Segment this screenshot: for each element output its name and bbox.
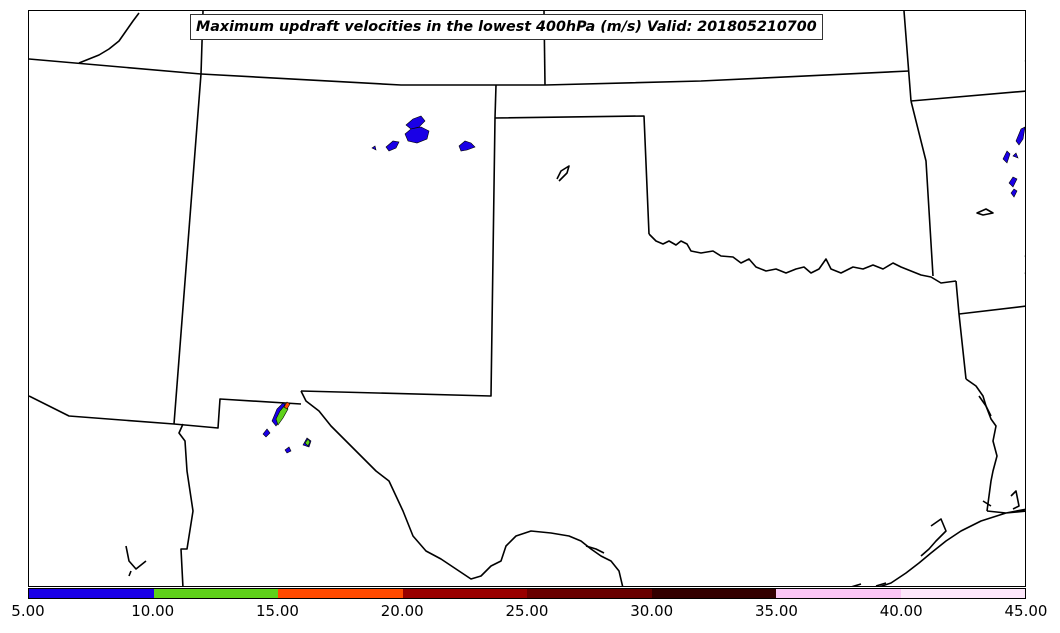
updraft-cell-arkansas-5 [1024,255,1025,258]
state-boundary-arkansas-louisiana [958,305,1025,315]
colorbar-tick-label: 5.00 [11,602,45,620]
state-boundary-newmexico-south [173,398,302,429]
state-boundary-utah-colorado-north [29,58,202,75]
colorbar-segment-35-40 [776,589,901,598]
updraft-cell-arkansas-6 [1024,272,1025,275]
colorbar-tick-label: 30.00 [630,602,674,620]
border-arizona-mexico-west [178,423,194,586]
river-boundary-red-river [648,233,957,284]
colorbar-tick-label: 20.00 [380,602,424,620]
updraft-cell-colorado-3 [385,140,400,152]
state-boundary-oklahoma-arkansas [910,100,934,277]
lake-oklahoma-east [976,208,994,216]
updraft-cell-colorado-2 [404,126,430,144]
river-boundary-rio-grande [300,390,624,586]
state-boundary-kansas-north [544,70,910,86]
colorbar-segment-10-15 [153,589,278,598]
colorbar-segment-5-10 [29,589,154,598]
updraft-cell-arkansas-7 [1012,152,1019,159]
colorbar-segment-15-20 [278,589,403,598]
updraft-core-newmexico-green-2 [304,438,311,447]
coastline-gulf [879,508,1025,586]
state-boundary-four-corners-line [173,73,202,425]
coastline-galveston-bay [920,518,947,557]
coastline-lake-northwest [78,12,140,64]
map-panel [28,10,1026,587]
colorbar-tick-label: 35.00 [755,602,798,620]
coastline-gulf-of-california [125,545,147,577]
colorbar-tick-label: 25.00 [505,602,549,620]
updraft-cell-arkansas-1 [1015,126,1025,146]
updraft-cell-colorado-4 [458,140,476,152]
map-canvas [29,11,1025,586]
updraft-cell-arkansas-4 [1010,188,1018,198]
updraft-cell-arkansas-3 [1008,176,1018,188]
state-boundary-missouri-west [903,11,912,102]
updraft-cell-colorado-5 [371,145,377,151]
state-boundary-oklahoma-kansas [494,115,650,235]
colorbar-tick-label: 10.00 [131,602,175,620]
colorbar-segment-25-30 [527,589,652,598]
coastline-barrier-islands [851,582,887,586]
state-boundary-newmexico-texas-east [300,117,496,397]
state-boundary-colorado-north [200,73,545,86]
map-title: Maximum updraft velocities in the lowest… [190,14,823,40]
coastline-texas-east-bays [978,395,992,507]
colorbar [28,588,1026,599]
colorbar-segment-30-35 [651,589,776,598]
coastline-sabine-lake [1010,490,1020,510]
state-boundary-texas-louisiana [955,280,967,380]
updraft-cell-newmexico-4 [284,446,292,454]
colorbar-segment-40-45 [900,589,1025,598]
updraft-core-newmexico-green [275,404,289,426]
colorbar-tick-label: 45.00 [1004,602,1048,620]
state-boundary-colorado-kansas [494,84,497,119]
updraft-cell-missouri-1 [1024,60,1025,62]
updraft-cell-colorado-1 [405,115,426,130]
lake-rio-grande-reservoir [585,545,605,554]
updraft-core-newmexico-orange [283,401,291,410]
colorbar-tick-label: 40.00 [879,602,923,620]
state-boundary-arizona-newmexico-south [29,395,175,425]
colorbar-segment-20-25 [402,589,527,598]
updraft-cell-arkansas-2 [1002,150,1011,164]
state-boundary-missouri-north [910,90,1025,102]
lake-texas-panhandle [556,165,570,182]
river-boundary-sabine [965,378,998,512]
updraft-cell-newmexico-2 [262,428,271,438]
colorbar-tick-label: 15.00 [256,602,299,620]
